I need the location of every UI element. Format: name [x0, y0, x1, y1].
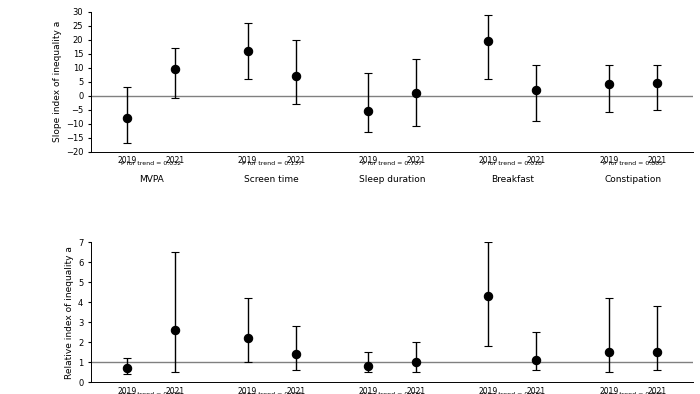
Text: P for trend = 0.032: P for trend = 0.032	[121, 162, 181, 166]
Text: Sleep duration: Sleep duration	[358, 175, 426, 184]
Text: P for trend = 0.137: P for trend = 0.137	[241, 162, 302, 166]
Text: P for trend = 0.022: P for trend = 0.022	[482, 392, 542, 394]
Text: MVPA: MVPA	[139, 175, 164, 184]
Text: P for trend = 0.865: P for trend = 0.865	[603, 162, 663, 166]
Text: P for trend = 0.845: P for trend = 0.845	[603, 392, 663, 394]
Text: P for trend = 0.720: P for trend = 0.720	[362, 392, 422, 394]
Text: P for trend = 0.018: P for trend = 0.018	[482, 162, 542, 166]
Text: P for trend = 0.208: P for trend = 0.208	[241, 392, 302, 394]
Text: Breakfast: Breakfast	[491, 175, 534, 184]
Text: P for trend = 0.018: P for trend = 0.018	[121, 392, 181, 394]
Text: Screen time: Screen time	[244, 175, 299, 184]
Text: P for trend = 0.707: P for trend = 0.707	[362, 162, 422, 166]
Text: Constipation: Constipation	[604, 175, 662, 184]
Y-axis label: Relative index of inequality a: Relative index of inequality a	[65, 246, 74, 379]
Y-axis label: Slope index of inequality a: Slope index of inequality a	[52, 21, 62, 142]
